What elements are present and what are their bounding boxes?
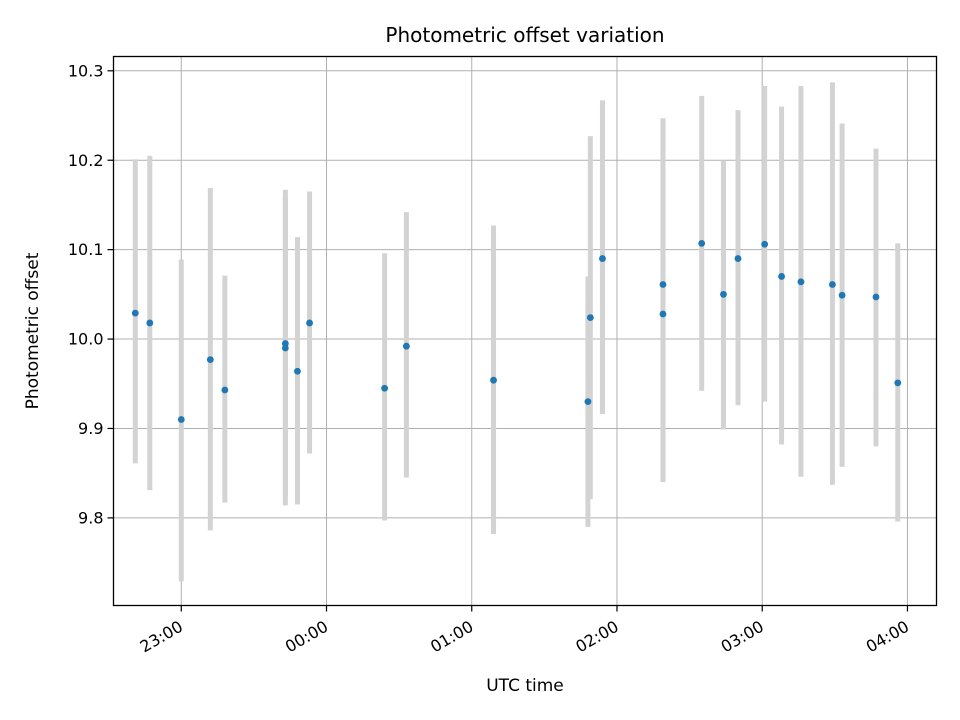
data-point bbox=[306, 319, 313, 327]
x-tick-label: 02:00 bbox=[572, 617, 621, 657]
data-point bbox=[872, 293, 880, 301]
data-point bbox=[659, 281, 667, 288]
data-points bbox=[131, 239, 902, 423]
plot-frame bbox=[112, 55, 938, 607]
data-point bbox=[131, 309, 139, 317]
data-point bbox=[761, 240, 769, 248]
data-point bbox=[586, 314, 594, 321]
data-point bbox=[294, 367, 301, 375]
data-point bbox=[206, 356, 214, 364]
data-point bbox=[221, 386, 229, 394]
x-tick-label: 00:00 bbox=[282, 617, 331, 657]
y-tick-label: 10.3 bbox=[68, 61, 104, 80]
x-tick-label: 03:00 bbox=[718, 617, 767, 657]
data-point bbox=[281, 344, 289, 352]
data-point bbox=[720, 290, 727, 298]
y-axis-label: Photometric offset bbox=[23, 252, 43, 409]
y-tick-label: 10.1 bbox=[68, 240, 104, 259]
y-axis-ticks: 9.8 9.9 10.0 10.1 10.2 10.3 bbox=[68, 61, 114, 527]
data-point bbox=[490, 376, 497, 384]
y-tick-label: 10.2 bbox=[68, 151, 104, 170]
x-axis-label: UTC time bbox=[486, 676, 564, 696]
y-tick-label: 9.8 bbox=[78, 508, 103, 527]
data-point bbox=[734, 255, 742, 262]
x-tick-label: 04:00 bbox=[863, 617, 912, 657]
data-point bbox=[894, 379, 902, 387]
grid-lines bbox=[113, 56, 937, 606]
data-point bbox=[146, 319, 154, 327]
y-tick-label: 10.0 bbox=[68, 330, 104, 349]
x-axis-ticks: 23:00 00:00 01:00 02:00 03:00 04:00 bbox=[137, 605, 912, 657]
data-point bbox=[797, 278, 805, 286]
x-tick-label: 01:00 bbox=[427, 617, 476, 657]
data-point bbox=[778, 273, 785, 280]
data-point bbox=[829, 281, 836, 288]
data-point bbox=[698, 239, 706, 247]
data-point bbox=[381, 384, 389, 392]
y-tick-label: 9.9 bbox=[78, 419, 103, 438]
data-point bbox=[177, 416, 185, 423]
x-tick-label: 23:00 bbox=[137, 617, 186, 657]
data-point bbox=[584, 398, 592, 406]
data-point bbox=[659, 310, 667, 318]
data-point bbox=[599, 255, 606, 262]
data-point bbox=[402, 342, 410, 350]
error-bars bbox=[132, 82, 901, 582]
chart-title: Photometric offset variation bbox=[385, 23, 664, 47]
data-point bbox=[838, 291, 846, 299]
